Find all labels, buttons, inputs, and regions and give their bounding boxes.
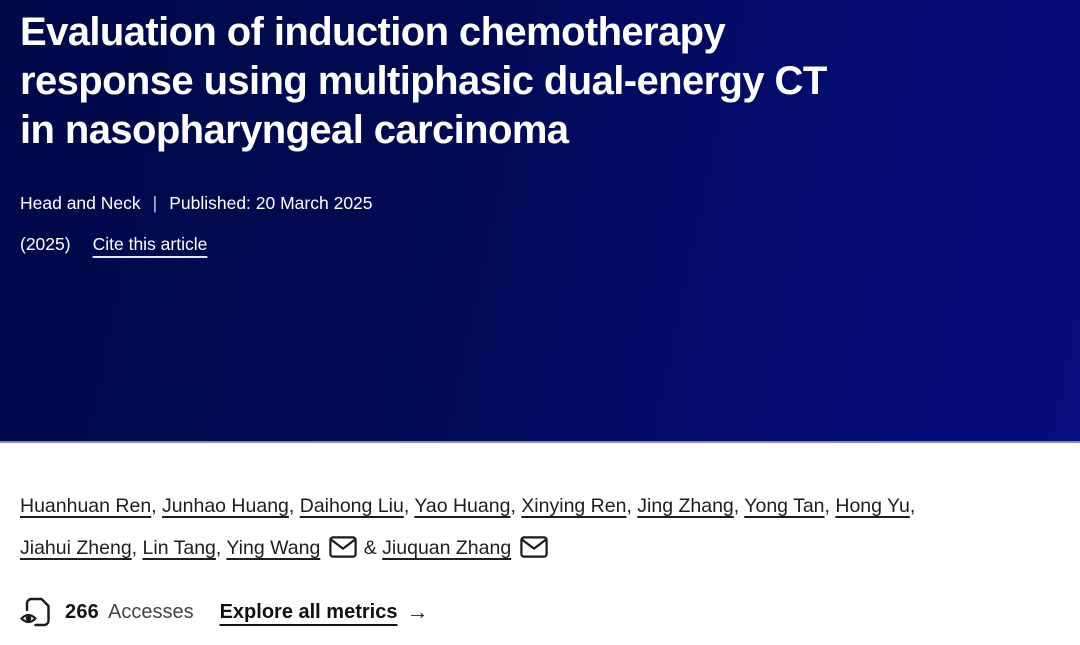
author-separator: & — [358, 537, 383, 559]
article-title: Evaluation of induction chemotherapy res… — [20, 8, 1060, 155]
author-separator: , — [626, 495, 638, 517]
author-separator: , — [824, 495, 836, 517]
explore-all-metrics-link[interactable]: Explore all metrics — [219, 600, 398, 623]
author-link[interactable]: Lin Tang — [142, 537, 216, 559]
author-separator: , — [288, 495, 300, 517]
accesses-label: Accesses — [107, 600, 194, 623]
title-line-2: response using multiphasic dual-energy C… — [20, 59, 827, 103]
author-link[interactable]: Yong Tan — [744, 495, 825, 517]
author-separator: , — [403, 495, 415, 517]
title-line-1: Evaluation of induction chemotherapy — [20, 10, 726, 54]
author-separator: , — [215, 537, 227, 559]
article-meta-row-2: (2025) Cite this article — [20, 232, 1060, 256]
author-separator: , — [909, 495, 916, 517]
author-list: Huanhuan Ren, Junhao Huang, Daihong Liu,… — [20, 485, 1060, 569]
author-link[interactable]: Xinying Ren — [521, 495, 627, 517]
metrics-row: 266 Accesses Explore all metrics → — [20, 596, 1060, 628]
author-link[interactable]: Jiahui Zheng — [20, 537, 132, 559]
accesses-eye-document-icon — [20, 596, 54, 628]
author-separator: , — [733, 495, 745, 517]
right-arrow-icon: → — [406, 599, 429, 624]
article-meta-row: Head and Neck | Published: 20 March 2025 — [20, 191, 1060, 215]
author-separator: , — [131, 537, 143, 559]
author-line-2: Jiahui Zheng, Lin Tang, Ying Wang & Jiuq… — [20, 527, 1060, 569]
author-link[interactable]: Junhao Huang — [162, 495, 289, 517]
published-date: Published: 20 March 2025 — [169, 193, 373, 213]
volume-year: (2025) — [20, 234, 71, 254]
author-link[interactable]: Jing Zhang — [637, 495, 734, 517]
meta-separator: | — [152, 193, 158, 213]
author-link[interactable]: Hong Yu — [835, 495, 910, 517]
author-link[interactable]: Daihong Liu — [299, 495, 404, 517]
author-link[interactable]: Ying Wang — [226, 537, 321, 559]
author-link[interactable]: Yao Huang — [414, 495, 511, 517]
author-line-1: Huanhuan Ren, Junhao Huang, Daihong Liu,… — [20, 485, 1060, 527]
email-icon[interactable] — [329, 536, 358, 558]
author-separator: , — [510, 495, 522, 517]
author-link[interactable]: Jiuquan Zhang — [382, 537, 512, 559]
accesses-count: 266 — [65, 600, 99, 623]
author-link[interactable]: Huanhuan Ren — [20, 495, 152, 517]
cite-this-article-link[interactable]: Cite this article — [92, 234, 208, 254]
author-separator: , — [151, 495, 163, 517]
title-line-3: in nasopharyngeal carcinoma — [20, 108, 569, 152]
journal-link[interactable]: Head and Neck — [20, 193, 141, 213]
article-subheader: Huanhuan Ren, Junhao Huang, Daihong Liu,… — [0, 443, 1080, 628]
email-icon[interactable] — [520, 536, 548, 558]
article-header: Evaluation of induction chemotherapy res… — [0, 0, 1080, 443]
